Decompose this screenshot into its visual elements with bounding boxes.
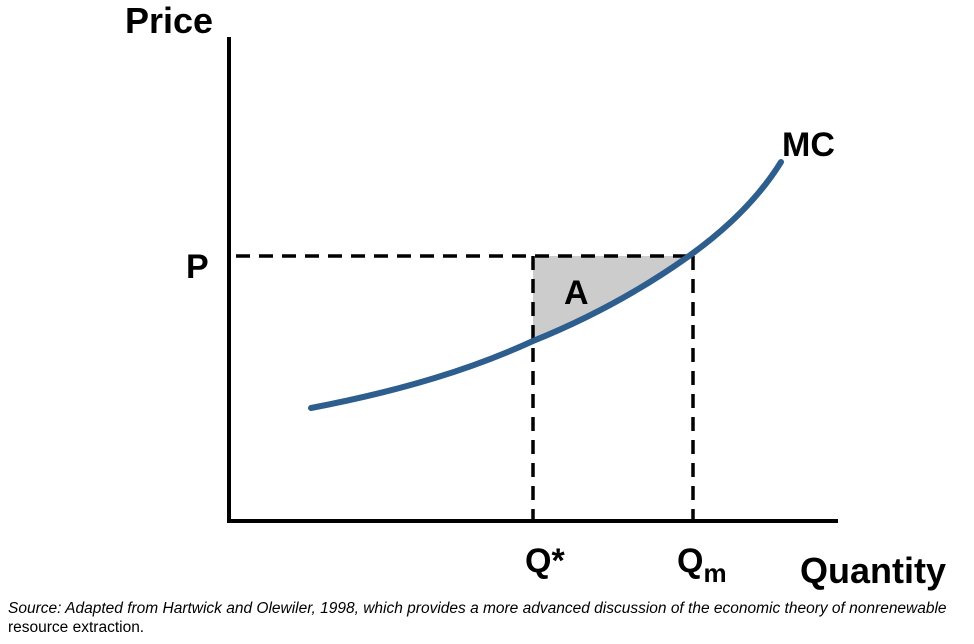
source-prefix: Source: Adapted from Hartwick and Olewil…: [8, 600, 850, 617]
source-suffix: resource extraction.: [8, 619, 145, 636]
q-m-main: Q: [677, 542, 703, 580]
q-star-label: Q*: [525, 542, 565, 580]
q-m-label: Qm: [677, 542, 727, 588]
shaded-area-a: [533, 256, 689, 341]
q-m-subscript: m: [703, 558, 726, 588]
price-label: P: [186, 248, 209, 286]
area-a-label: A: [564, 274, 589, 312]
y-axis-title: Price: [125, 0, 213, 41]
x-axis-title: Quantity: [800, 550, 946, 591]
mc-curve: [308, 159, 784, 411]
mc-curve-label: MC: [782, 126, 835, 164]
source-note: Source: Adapted from Hartwick and Olewil…: [8, 599, 958, 637]
source-term: nonrenewable: [849, 600, 947, 617]
price-quantity-diagram: Price Quantity MC P A Q* Qm: [125, 0, 946, 591]
